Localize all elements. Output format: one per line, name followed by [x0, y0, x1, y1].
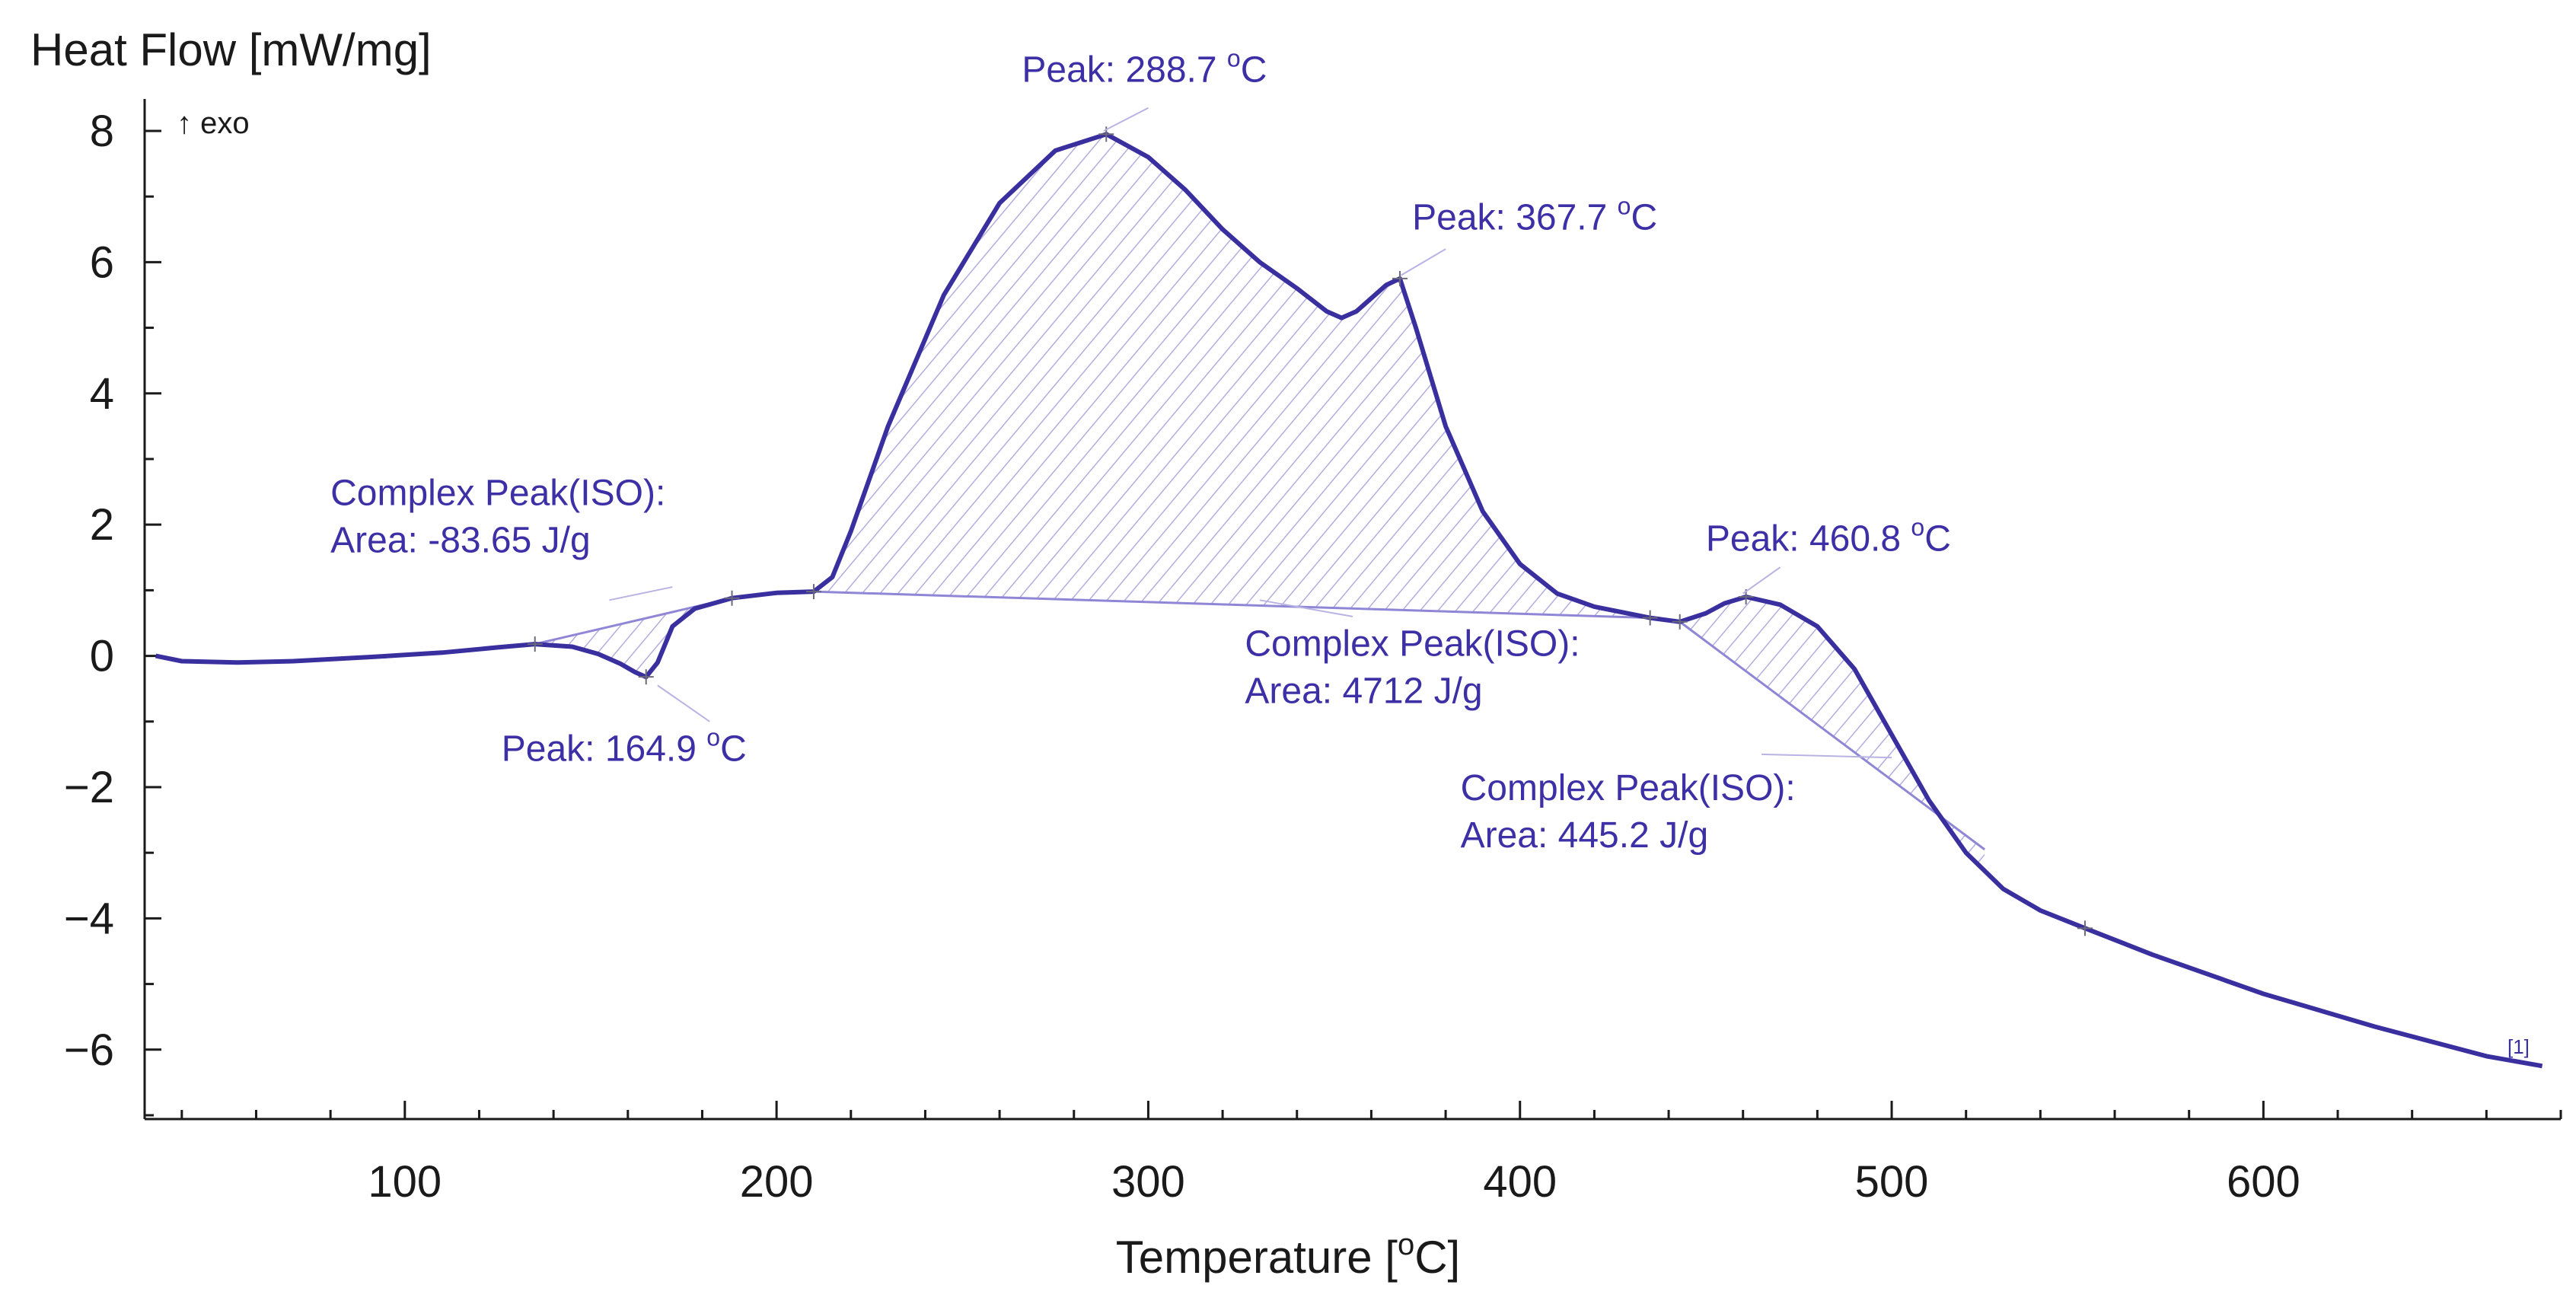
x-axis-title-sup: o — [1398, 1228, 1414, 1261]
annotation-leader — [1742, 566, 1781, 595]
peak-marker — [527, 636, 543, 652]
y-tick-label: 4 — [90, 369, 114, 419]
annotation-text: Complex Peak(ISO): — [1245, 624, 1580, 665]
x-tick-label: 500 — [1855, 1157, 1929, 1207]
annotation-text: Peak: 164.9 oC — [502, 724, 747, 770]
y-ticks: 8 6 4 2 0 −2 −4 −6 — [64, 107, 161, 1117]
y-tick-label: −6 — [64, 1025, 114, 1075]
annotation-leader — [609, 586, 673, 601]
peak-annotation: Peak: 164.9 oC — [502, 684, 747, 770]
dsc-curve-line — [155, 132, 2543, 1069]
annotation-leader — [1761, 753, 1892, 759]
integration-baseline — [1679, 620, 1986, 851]
annotation-text: Peak: 288.7 oC — [1022, 44, 1267, 90]
annotation-text: Peak: 460.8 oC — [1706, 514, 1951, 560]
x-axis-title: Temperature [oC] — [1116, 1228, 1460, 1283]
peak-marker — [805, 584, 821, 600]
peak-markers — [527, 126, 2093, 936]
y-tick-label: 0 — [90, 632, 114, 681]
x-ticks: 100 200 300 400 500 600 — [180, 1101, 2562, 1207]
peak-marker — [1392, 270, 1408, 286]
x-tick-label: 600 — [2227, 1157, 2300, 1207]
annotation-text: Area: 4712 J/g — [1245, 671, 1482, 712]
exo-direction-label: ↑ exo — [177, 107, 250, 140]
annotation-text: Area: 445.2 J/g — [1461, 815, 1709, 856]
integration-baseline — [813, 590, 1650, 620]
annotation-leader — [1103, 107, 1149, 132]
annotation-leader — [1259, 599, 1353, 617]
y-tick-label: −4 — [64, 894, 114, 943]
y-tick-label: 2 — [90, 500, 114, 550]
peak-annotation: Peak: 367.7 oC — [1400, 192, 1657, 276]
y-axis-title: Heat Flow [mW/mg] — [30, 24, 432, 75]
y-tick-label: −2 — [64, 763, 114, 812]
peak-annotation: Complex Peak(ISO): Area: 445.2 J/g — [1461, 753, 1892, 856]
annotation-text: Complex Peak(ISO): — [330, 473, 665, 513]
x-tick-label: 400 — [1483, 1157, 1557, 1207]
curve-tag: [1] — [2507, 1035, 2530, 1058]
x-tick-label: 200 — [740, 1157, 814, 1207]
annotation-leader — [1400, 248, 1446, 276]
annotation-text: Complex Peak(ISO): — [1461, 768, 1796, 808]
peak-annotation: Peak: 288.7 oC — [1022, 44, 1267, 132]
peak-area-hatch — [1679, 597, 1985, 871]
peak-area-hatch — [814, 134, 1650, 618]
peak-marker — [724, 590, 740, 606]
y-tick-label: 8 — [90, 107, 114, 156]
peak-annotations: Complex Peak(ISO): Area: -83.65 J/g Peak: … — [330, 44, 1951, 856]
peak-area-fills — [534, 134, 1985, 871]
peak-marker — [1642, 610, 1658, 626]
annotation-text: Peak: 367.7 oC — [1412, 192, 1657, 238]
annotation-leader — [657, 684, 710, 722]
peak-annotation: Peak: 460.8 oC — [1706, 514, 1951, 595]
peak-annotation: Complex Peak(ISO): Area: 4712 J/g — [1245, 599, 1580, 712]
x-tick-label: 300 — [1111, 1157, 1185, 1207]
x-axis-title-suffix: C] — [1414, 1232, 1460, 1283]
y-tick-label: 6 — [90, 238, 114, 287]
peak-marker — [2077, 920, 2093, 936]
peak-annotation: Complex Peak(ISO): Area: -83.65 J/g — [330, 473, 673, 601]
x-tick-label: 100 — [368, 1157, 442, 1207]
x-axis-title-prefix: Temperature [ — [1116, 1232, 1398, 1283]
annotation-text: Area: -83.65 J/g — [330, 520, 591, 560]
peak-marker — [638, 669, 654, 685]
peak-marker — [1672, 614, 1688, 630]
